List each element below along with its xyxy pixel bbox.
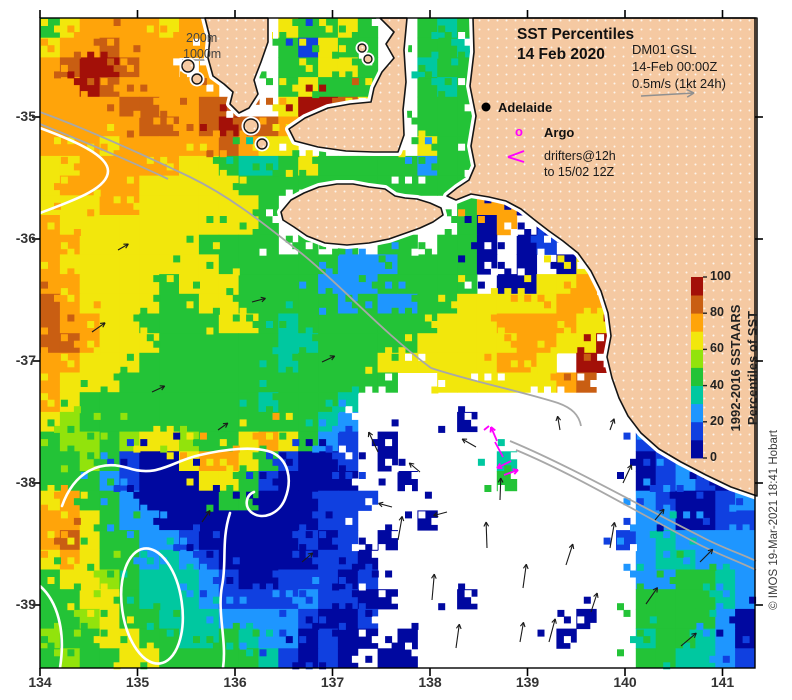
sst-map [32,10,763,676]
sst-percentiles-figure: { "title": {"line1": "SST Percentiles", … [15,10,780,690]
